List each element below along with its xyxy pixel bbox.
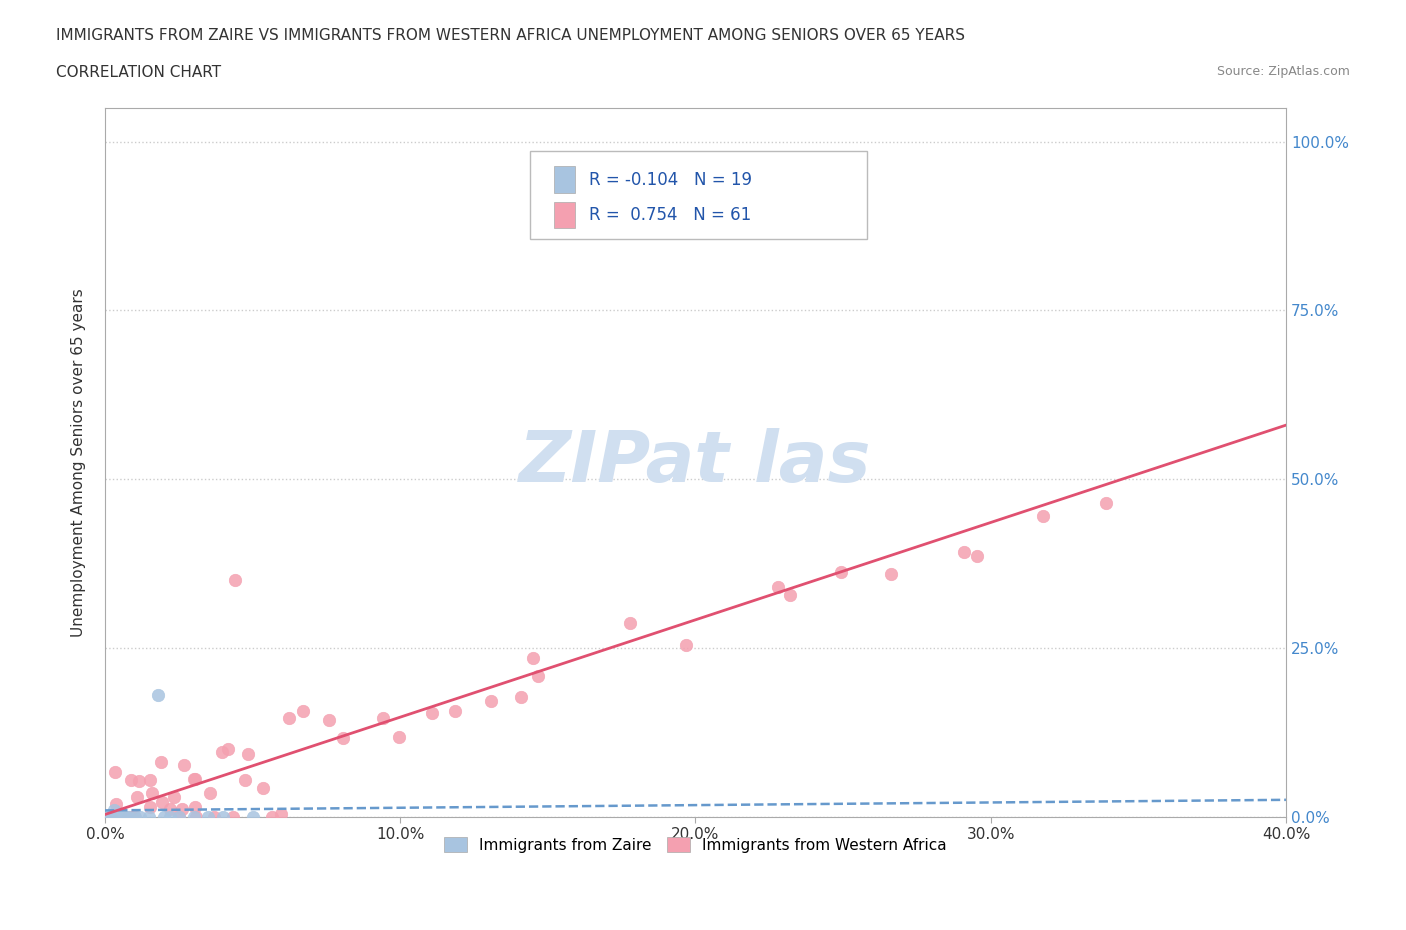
Legend: Immigrants from Zaire, Immigrants from Western Africa: Immigrants from Zaire, Immigrants from W… xyxy=(439,830,953,858)
Point xyxy=(224,573,246,588)
Point xyxy=(117,809,139,824)
FancyBboxPatch shape xyxy=(530,151,866,239)
Text: IMMIGRANTS FROM ZAIRE VS IMMIGRANTS FROM WESTERN AFRICA UNEMPLOYMENT AMONG SENIO: IMMIGRANTS FROM ZAIRE VS IMMIGRANTS FROM… xyxy=(56,28,966,43)
Point xyxy=(242,809,264,824)
Point xyxy=(217,742,239,757)
Point xyxy=(105,796,128,811)
Point xyxy=(150,794,173,809)
Point xyxy=(1032,509,1054,524)
Point xyxy=(100,809,122,824)
Point xyxy=(277,711,299,725)
Point xyxy=(443,703,465,718)
Point xyxy=(173,758,195,773)
FancyBboxPatch shape xyxy=(554,166,575,193)
Point xyxy=(880,566,903,581)
Point xyxy=(100,809,122,824)
Point xyxy=(526,669,548,684)
Point xyxy=(212,809,235,824)
Text: Source: ZipAtlas.com: Source: ZipAtlas.com xyxy=(1216,65,1350,78)
Point xyxy=(124,808,146,823)
Point xyxy=(332,731,354,746)
Point xyxy=(163,790,186,804)
Point xyxy=(211,745,233,760)
Point xyxy=(238,747,260,762)
Point xyxy=(235,773,257,788)
Point xyxy=(129,809,152,824)
Point xyxy=(120,773,142,788)
Point xyxy=(510,690,533,705)
Text: CORRELATION CHART: CORRELATION CHART xyxy=(56,65,221,80)
Point xyxy=(111,809,134,824)
Point xyxy=(167,809,190,824)
Point xyxy=(184,772,207,787)
Point xyxy=(420,706,443,721)
Point xyxy=(183,809,205,824)
Point xyxy=(117,809,139,824)
Point xyxy=(252,780,274,795)
FancyBboxPatch shape xyxy=(554,202,575,229)
Point xyxy=(291,704,314,719)
Point xyxy=(200,786,222,801)
Point xyxy=(371,711,394,725)
Point xyxy=(125,790,148,804)
Point xyxy=(202,809,225,824)
Point xyxy=(159,809,181,824)
Point xyxy=(153,809,176,824)
Point xyxy=(146,688,169,703)
Point xyxy=(139,800,162,815)
Point xyxy=(830,565,852,579)
Point xyxy=(114,809,136,824)
Point xyxy=(122,809,145,824)
Point xyxy=(167,809,190,824)
Point xyxy=(619,615,641,630)
Y-axis label: Unemployment Among Seniors over 65 years: Unemployment Among Seniors over 65 years xyxy=(72,288,86,637)
Point xyxy=(104,764,127,779)
Point xyxy=(141,785,163,800)
Point xyxy=(108,809,131,824)
Point xyxy=(139,773,162,788)
Point xyxy=(159,802,181,817)
Point xyxy=(149,755,172,770)
Point xyxy=(479,694,502,709)
Text: R =  0.754   N = 61: R = 0.754 N = 61 xyxy=(589,206,751,224)
Point xyxy=(522,650,544,665)
Point xyxy=(128,774,150,789)
Text: R = -0.104   N = 19: R = -0.104 N = 19 xyxy=(589,170,752,189)
Point xyxy=(97,809,120,824)
Point xyxy=(124,809,146,824)
Point xyxy=(779,588,801,603)
Point xyxy=(270,806,292,821)
Point xyxy=(103,803,125,817)
Point xyxy=(953,545,976,560)
Point xyxy=(966,549,988,564)
Text: ZIPat las: ZIPat las xyxy=(519,428,872,497)
Point xyxy=(172,802,194,817)
Point xyxy=(260,809,283,824)
Point xyxy=(318,713,340,728)
Point xyxy=(197,809,219,824)
Point xyxy=(766,580,789,595)
Point xyxy=(1333,405,1355,419)
Point xyxy=(183,800,205,815)
Point xyxy=(105,809,128,824)
Point xyxy=(675,638,697,653)
Point xyxy=(1095,495,1118,510)
Point xyxy=(183,771,205,786)
Point xyxy=(138,809,160,824)
Point xyxy=(120,809,142,824)
Point xyxy=(388,729,411,744)
Point xyxy=(222,809,245,824)
Point xyxy=(186,809,208,824)
